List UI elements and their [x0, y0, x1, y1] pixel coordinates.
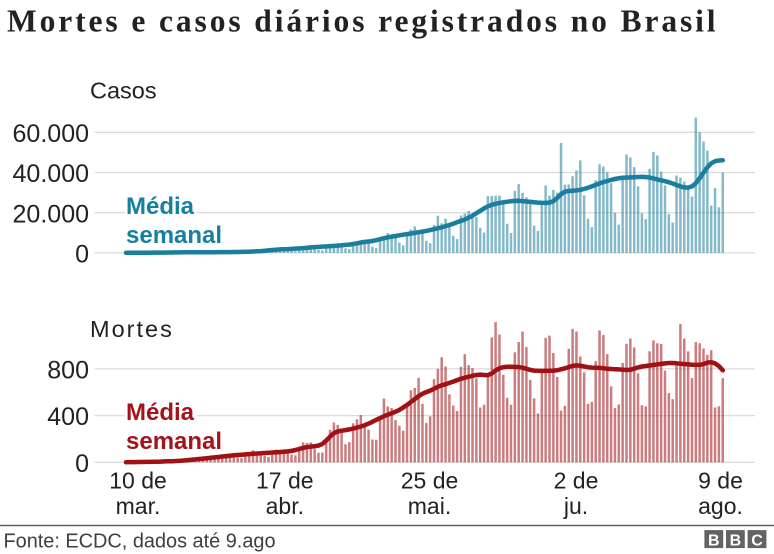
svg-text:Média: Média: [126, 399, 195, 426]
svg-text:Fonte: ECDC, dados até 9.ago: Fonte: ECDC, dados até 9.ago: [4, 531, 276, 553]
svg-text:400: 400: [47, 403, 89, 431]
svg-text:semanal: semanal: [126, 222, 222, 249]
svg-text:mai.: mai.: [408, 493, 451, 519]
svg-text:0: 0: [75, 241, 89, 269]
svg-text:800: 800: [47, 357, 89, 385]
svg-text:60.000: 60.000: [13, 120, 89, 148]
svg-text:9 de: 9 de: [698, 467, 743, 493]
svg-text:semanal: semanal: [126, 428, 222, 455]
svg-text:25 de: 25 de: [401, 467, 459, 493]
svg-text:2 de: 2 de: [554, 467, 599, 493]
svg-text:abr.: abr.: [266, 493, 304, 519]
svg-text:semanal: semanal: [126, 428, 222, 455]
svg-text:C: C: [751, 533, 763, 550]
svg-text:Mortes e casos diários registr: Mortes e casos diários registrados no Br…: [7, 4, 718, 39]
svg-text:Casos: Casos: [90, 78, 157, 104]
svg-text:Média: Média: [126, 193, 195, 220]
svg-text:B: B: [730, 533, 742, 550]
svg-text:40.000: 40.000: [13, 160, 89, 188]
svg-text:10 de: 10 de: [109, 467, 167, 493]
svg-text:17 de: 17 de: [256, 467, 314, 493]
svg-text:20.000: 20.000: [13, 200, 89, 228]
svg-text:mar.: mar.: [116, 493, 161, 519]
svg-text:semanal: semanal: [126, 222, 222, 249]
svg-text:ju.: ju.: [563, 493, 588, 519]
svg-text:Mortes: Mortes: [90, 316, 174, 342]
svg-text:0: 0: [75, 450, 89, 478]
svg-text:Média: Média: [126, 193, 195, 220]
svg-text:ago.: ago.: [698, 493, 743, 519]
svg-text:B: B: [708, 533, 720, 550]
svg-text:Média: Média: [126, 399, 195, 426]
